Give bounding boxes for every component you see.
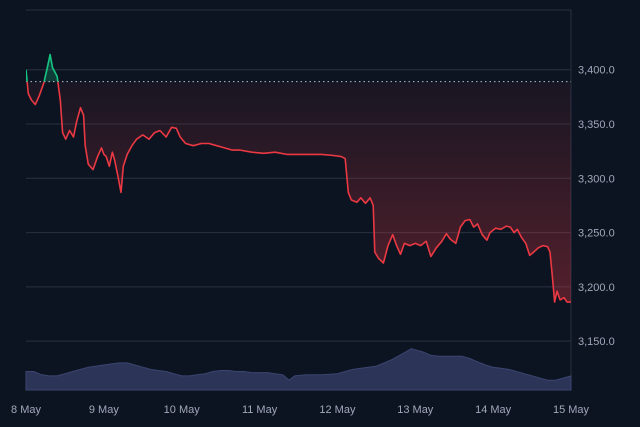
price-line-below <box>26 81 571 303</box>
x-axis: 8 May 9 May 10 May 11 May 12 May 13 May 14 May… <box>11 404 590 416</box>
fill-below-reference <box>26 81 571 303</box>
volume-path <box>25 348 572 391</box>
y-tick-label: 3,250.0 <box>578 228 615 240</box>
y-tick-label: 3,400.0 <box>578 65 615 77</box>
x-tick-label: 14 May <box>475 404 512 416</box>
x-tick-label: 13 May <box>397 404 434 416</box>
y-tick-label: 3,150.0 <box>578 336 615 348</box>
x-tick-label: 10 May <box>164 404 201 416</box>
fill-above-reference <box>26 54 58 82</box>
y-tick-label: 3,350.0 <box>578 119 615 131</box>
y-tick-label: 3,300.0 <box>578 173 615 185</box>
x-tick-label: 9 May <box>89 404 119 416</box>
x-tick-label: 12 May <box>319 404 356 416</box>
x-tick-label: 15 May <box>553 404 590 416</box>
volume-area <box>25 348 572 391</box>
y-tick-label: 3,200.0 <box>578 282 615 294</box>
x-tick-label: 8 May <box>11 404 41 416</box>
price-fill <box>26 54 571 303</box>
y-axis: 3,150.0 3,200.0 3,250.0 3,300.0 3,350.0 3,400… <box>578 65 615 348</box>
x-tick-label: 11 May <box>242 404 278 416</box>
price-line <box>26 53 571 303</box>
